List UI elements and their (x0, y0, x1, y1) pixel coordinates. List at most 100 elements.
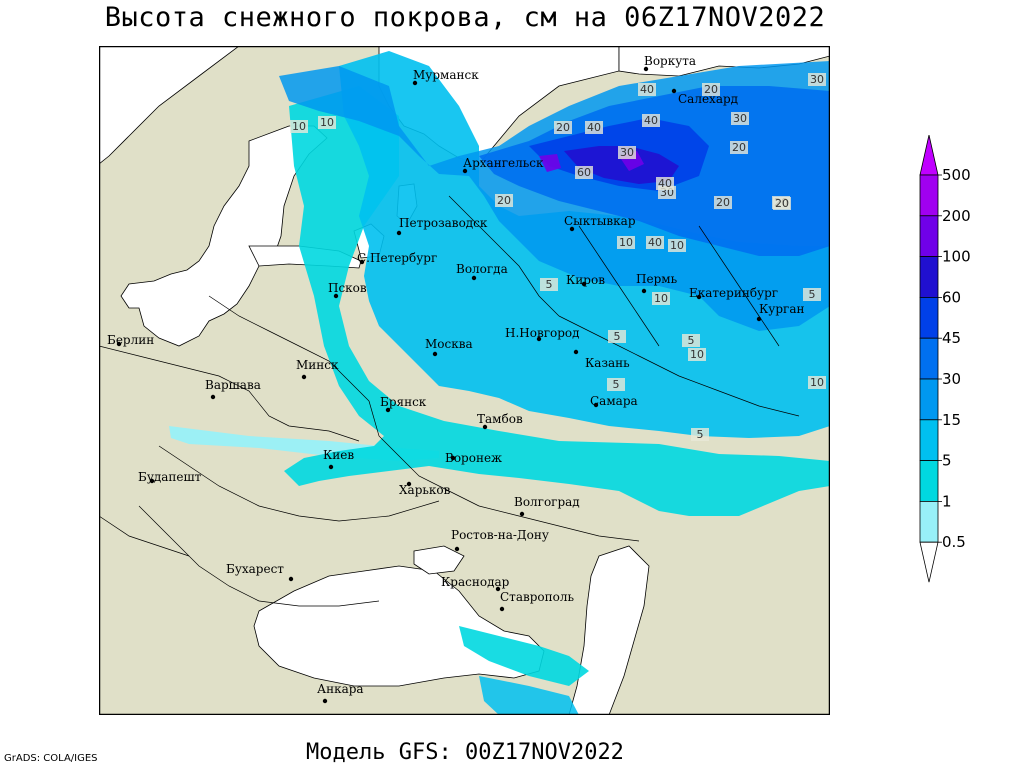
city-label: Салехард (678, 92, 738, 106)
legend-swatch (919, 500, 939, 543)
city-marker (536, 336, 542, 342)
legend-swatch (919, 337, 939, 380)
legend-level-label: 500 (942, 166, 971, 184)
contour-label-bg (638, 83, 656, 96)
city-label: Воркута (644, 54, 696, 68)
grads-credit: GrADS: COLA/IGES (4, 753, 98, 764)
legend-swatch (919, 215, 939, 258)
snow-region-turkey (479, 676, 579, 715)
model-subtitle: Модель GFS: 00Z17NOV2022 (306, 740, 624, 765)
contour-value-label: 20 (775, 197, 789, 210)
contour-value-label: 40 (648, 236, 662, 249)
legend-swatch (919, 460, 939, 502)
contour-label-bg (585, 121, 603, 134)
contour-value-label: 5 (688, 334, 695, 347)
legend-cap-bottom (919, 541, 939, 583)
contour-value-label: 10 (690, 348, 704, 361)
city-label: Казань (585, 356, 630, 370)
contour-label-bg (691, 428, 709, 441)
city-marker (756, 316, 762, 322)
contour-value-label: 30 (810, 73, 824, 86)
contour-value-label: 20 (556, 121, 570, 134)
legend-level-label: 0.5 (942, 533, 966, 551)
city-marker (328, 464, 334, 470)
city-marker (412, 80, 418, 86)
city-label: Краснодар (441, 575, 510, 589)
contour-value-label: 20 (732, 141, 746, 154)
city-marker (149, 478, 155, 484)
contour-label-bg (714, 196, 732, 209)
city-marker (495, 586, 501, 592)
city-label: Анкара (317, 682, 364, 696)
contour-label-bg (803, 288, 821, 301)
city-marker (641, 288, 647, 294)
contour-label-bg (318, 116, 336, 129)
caspian-sea (568, 545, 650, 715)
contour-value-label: 10 (619, 236, 633, 249)
snow-depth-map: Мурманск Воркута Салехард Архангельск Сыктыв… (99, 46, 830, 715)
city-marker (499, 606, 505, 612)
city-label: Вологда (456, 262, 508, 276)
city-marker (671, 88, 677, 94)
map-frame (99, 46, 830, 715)
city-label: Будапешт (138, 470, 202, 484)
city-marker (396, 230, 402, 236)
legend-level-label: 45 (942, 329, 961, 347)
legend-level-label: 100 (942, 248, 971, 266)
contour-value-label: 10 (292, 120, 306, 133)
snow-region-light (284, 86, 830, 516)
snow-region-caucasus (459, 626, 589, 686)
city-label: Курган (759, 302, 804, 316)
contour-label-bg (808, 73, 826, 86)
map-title: Высота снежного покрова, см на 06Z17NOV2… (104, 2, 826, 33)
contour-label-bg (608, 330, 626, 343)
baltic-sea (120, 125, 328, 347)
contour-value-label: 30 (733, 112, 747, 125)
contour-value-label: 40 (644, 114, 658, 127)
city-label: Н.Новгород (505, 326, 580, 340)
contour-label-bg (668, 239, 686, 252)
contour-label-bg (575, 166, 593, 179)
city-marker (322, 698, 328, 704)
contour-label-bg (808, 376, 826, 389)
legend-cap-top (919, 135, 939, 176)
city-marker (581, 281, 587, 287)
city-label: Харьков (399, 483, 451, 497)
country-borders (99, 195, 800, 607)
legend-swatch (919, 256, 939, 298)
city-marker (210, 394, 216, 400)
city-label: Киров (566, 273, 605, 287)
contour-value-label: 20 (704, 83, 718, 96)
city-label: Архангельск (463, 156, 544, 170)
contour-value-label: 5 (809, 288, 816, 301)
city-marker (643, 66, 649, 72)
city-marker (385, 407, 391, 413)
city-label: Ставрополь (500, 590, 574, 604)
city-label: Самара (590, 394, 638, 408)
city-label: Екатеринбург (689, 286, 778, 300)
city-marker (333, 293, 339, 299)
city-label: Петрозаводск (399, 216, 488, 230)
legend-level-label: 200 (942, 207, 971, 225)
contour-label-bg (618, 146, 636, 159)
city-label: Киев (323, 448, 354, 462)
legend-swatch (919, 174, 939, 217)
city-marker (288, 576, 294, 582)
city-marker (116, 341, 122, 347)
legend-level-label: 30 (942, 370, 961, 388)
contour-value-label: 40 (640, 83, 654, 96)
city-label: Ростов-на-Дону (451, 528, 549, 542)
city-marker (573, 349, 579, 355)
legend-level-label: 1 (942, 492, 952, 510)
contour-value-label: 30 (620, 146, 634, 159)
city-label: Пермь (636, 272, 678, 286)
legend-swatch (919, 378, 939, 421)
contour-value-label: 5 (697, 428, 704, 441)
contour-label-bg (607, 378, 625, 391)
city-label: Бухарест (226, 562, 284, 576)
contour-labels: 10 10 30 40 20 20 40 60 20 30 20 30 20 40 10 20 40 10 40 10… (290, 73, 826, 441)
contour-label-bg (540, 278, 558, 291)
contour-label-bg (682, 334, 700, 347)
city-label: Волгоград (514, 495, 580, 509)
color-legend: 500 200 100 60 45 30 15 5 1 0.5 (919, 135, 971, 583)
